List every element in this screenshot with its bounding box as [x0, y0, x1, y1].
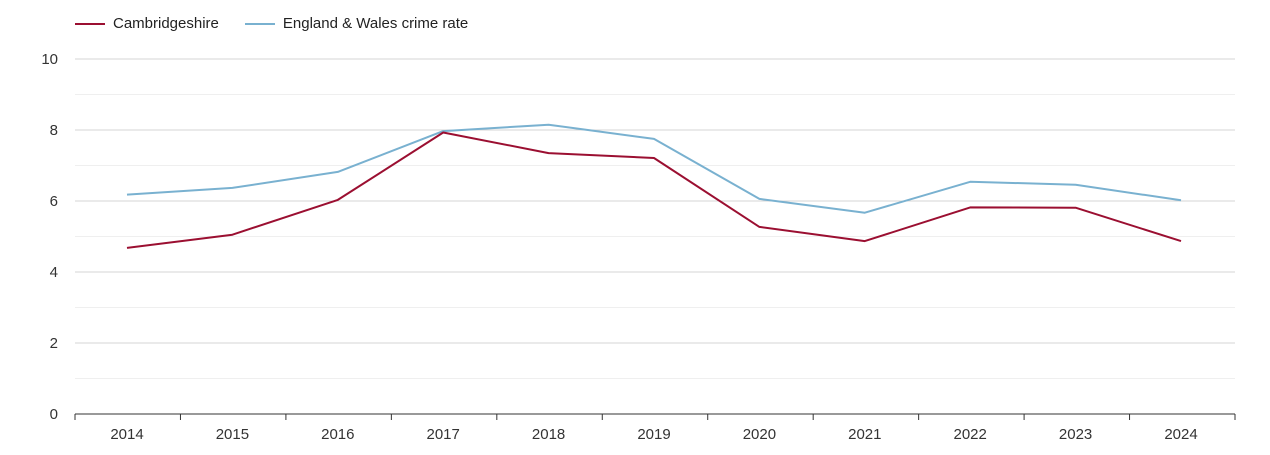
series-line-england-wales-crime-rate: [127, 125, 1181, 213]
x-tick-label: 2019: [637, 426, 670, 443]
x-tick-label: 2018: [532, 426, 565, 443]
legend-label-england-wales: England & Wales crime rate: [283, 15, 468, 32]
legend-swatch-cambridgeshire: [75, 23, 105, 25]
x-tick-label: 2017: [427, 426, 460, 443]
x-tick-label: 2023: [1059, 426, 1092, 443]
y-tick-label: 8: [50, 122, 58, 139]
series-line-cambridgeshire: [127, 133, 1181, 248]
legend-swatch-england-wales: [245, 23, 275, 25]
y-tick-label: 10: [41, 51, 58, 68]
legend-item-england-wales[interactable]: England & Wales crime rate: [245, 15, 468, 32]
legend: Cambridgeshire England & Wales crime rat…: [75, 15, 468, 32]
x-tick-label: 2021: [848, 426, 881, 443]
x-tick-label: 2022: [954, 426, 987, 443]
x-tick-label: 2020: [743, 426, 776, 443]
y-tick-label: 0: [50, 406, 58, 423]
y-tick-label: 2: [50, 335, 58, 352]
x-tick-label: 2015: [216, 426, 249, 443]
x-tick-label: 2014: [110, 426, 143, 443]
legend-item-cambridgeshire[interactable]: Cambridgeshire: [75, 15, 219, 32]
y-tick-label: 4: [50, 264, 58, 281]
x-tick-label: 2024: [1164, 426, 1197, 443]
y-tick-label: 6: [50, 193, 58, 210]
x-tick-label: 2016: [321, 426, 354, 443]
legend-label-cambridgeshire: Cambridgeshire: [113, 15, 219, 32]
